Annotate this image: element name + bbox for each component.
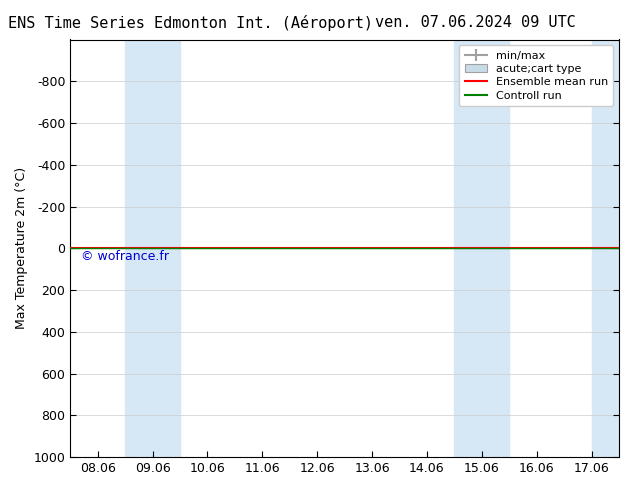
Bar: [592, 40, 619, 457]
Text: © wofrance.fr: © wofrance.fr: [81, 250, 169, 263]
Legend: min/max, acute;cart type, Ensemble mean run, Controll run: min/max, acute;cart type, Ensemble mean …: [459, 45, 614, 106]
Bar: [125, 40, 180, 457]
Text: ENS Time Series Edmonton Int. (Aéroport): ENS Time Series Edmonton Int. (Aéroport): [8, 15, 373, 31]
Bar: [455, 40, 509, 457]
Y-axis label: Max Temperature 2m (°C): Max Temperature 2m (°C): [15, 167, 28, 329]
Text: ven. 07.06.2024 09 UTC: ven. 07.06.2024 09 UTC: [375, 15, 576, 30]
